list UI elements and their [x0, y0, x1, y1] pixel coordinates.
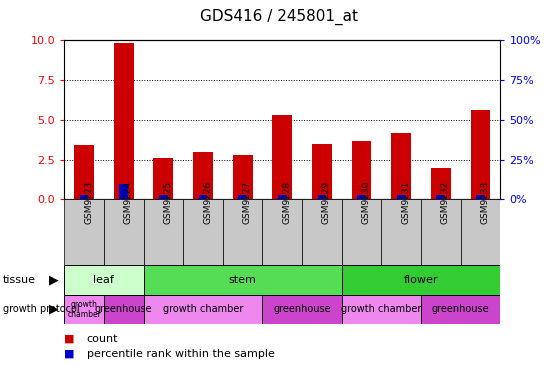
Text: growth chamber: growth chamber — [341, 304, 421, 314]
Bar — [476, 195, 485, 199]
Bar — [263, 295, 342, 324]
Text: flower: flower — [404, 275, 438, 285]
Bar — [104, 199, 144, 265]
Bar — [471, 110, 490, 199]
Text: GSM9230: GSM9230 — [362, 181, 371, 224]
Text: growth
chamber: growth chamber — [67, 299, 101, 319]
Text: greenhouse: greenhouse — [273, 304, 331, 314]
Bar — [120, 184, 128, 199]
Text: tissue: tissue — [3, 275, 36, 285]
Bar — [437, 195, 445, 199]
Bar — [272, 115, 292, 199]
Bar — [74, 145, 94, 199]
Text: GSM9225: GSM9225 — [163, 181, 172, 224]
Bar — [381, 199, 421, 265]
Text: greenhouse: greenhouse — [432, 304, 490, 314]
Text: ▶: ▶ — [49, 303, 59, 316]
Text: GSM9228: GSM9228 — [282, 181, 291, 224]
Text: GSM9224: GSM9224 — [124, 181, 132, 224]
Bar — [421, 199, 461, 265]
Text: greenhouse: greenhouse — [95, 304, 153, 314]
Text: GSM9232: GSM9232 — [441, 181, 450, 224]
Bar — [114, 44, 134, 199]
Text: GSM9227: GSM9227 — [243, 181, 252, 224]
Bar — [238, 195, 247, 199]
Bar — [263, 199, 302, 265]
Bar — [302, 199, 342, 265]
Text: ■: ■ — [64, 333, 75, 344]
Text: GDS416 / 245801_at: GDS416 / 245801_at — [201, 8, 358, 25]
Bar — [421, 295, 500, 324]
Text: GSM9229: GSM9229 — [322, 181, 331, 224]
Text: count: count — [87, 333, 118, 344]
Bar — [342, 295, 421, 324]
Bar — [183, 199, 223, 265]
Bar — [154, 158, 173, 199]
Bar — [312, 144, 332, 199]
Bar — [159, 195, 168, 199]
Text: GSM9233: GSM9233 — [481, 181, 490, 224]
Text: growth protocol: growth protocol — [3, 304, 79, 314]
Bar — [278, 195, 287, 199]
Bar — [80, 195, 88, 199]
Bar — [461, 199, 500, 265]
Text: GSM9231: GSM9231 — [401, 181, 410, 224]
Bar — [64, 295, 104, 324]
Bar — [342, 265, 500, 295]
Bar — [233, 155, 253, 199]
Bar — [357, 195, 366, 199]
Bar — [223, 199, 263, 265]
Bar — [144, 199, 183, 265]
Bar — [391, 132, 411, 199]
Bar — [104, 295, 144, 324]
Text: stem: stem — [229, 275, 257, 285]
Bar — [144, 265, 342, 295]
Bar — [318, 195, 326, 199]
Bar — [193, 152, 213, 199]
Text: ■: ■ — [64, 349, 75, 359]
Bar — [397, 195, 406, 199]
Text: GSM9223: GSM9223 — [84, 181, 93, 224]
Text: leaf: leaf — [93, 275, 115, 285]
Bar — [198, 195, 207, 199]
Text: GSM9226: GSM9226 — [203, 181, 212, 224]
Text: ▶: ▶ — [49, 273, 59, 287]
Bar — [431, 168, 451, 199]
Bar — [144, 295, 263, 324]
Text: percentile rank within the sample: percentile rank within the sample — [87, 349, 274, 359]
Bar — [352, 141, 372, 199]
Text: growth chamber: growth chamber — [163, 304, 243, 314]
Bar — [64, 199, 104, 265]
Bar — [342, 199, 381, 265]
Bar — [64, 265, 144, 295]
